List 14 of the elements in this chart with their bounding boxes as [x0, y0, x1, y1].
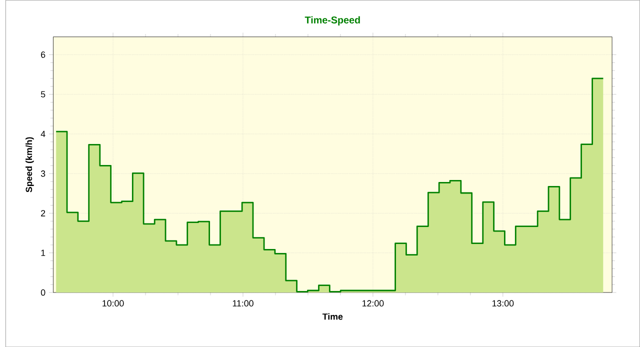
x-tick-label: 12:00: [362, 300, 384, 306]
y-tick-label: 1: [41, 250, 46, 256]
x-axis-title: Time: [322, 313, 343, 320]
y-tick-label: 2: [41, 210, 46, 216]
y-tick-label: 5: [40, 91, 46, 98]
x-tick-label: 10:00: [102, 300, 124, 306]
y-tick-label: 3: [40, 170, 46, 177]
chart-title: Time-Speed: [304, 16, 360, 26]
y-tick-label: 4: [40, 130, 46, 137]
y-tick-label: 6: [41, 51, 46, 58]
y-tick-label: 0: [40, 289, 46, 296]
x-tick-label: 13:00: [492, 300, 514, 306]
x-tick-label: 11:00: [232, 300, 254, 306]
y-axis-title: Speed (km/h): [26, 137, 34, 192]
